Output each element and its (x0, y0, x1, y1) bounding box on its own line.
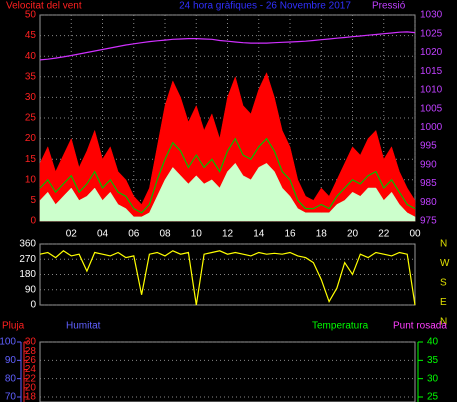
rain-tick-label: 18 (25, 392, 37, 402)
y-tick-label: 20 (25, 133, 37, 144)
y2-tick-label: 1025 (420, 28, 443, 39)
y2-tick-label: W (440, 258, 450, 269)
y2-tick-label: 1020 (420, 47, 443, 58)
y2-tick-label: 995 (420, 141, 437, 152)
y-tick-label: 45 (25, 30, 37, 41)
y2-tick-label: 40 (427, 337, 439, 348)
y2-tick-label: 990 (420, 159, 437, 170)
y-tick-label: 100 (0, 337, 16, 348)
x-tick-label: 22 (378, 229, 390, 240)
x-tick-label: 04 (97, 229, 109, 240)
legend-label: Humitat (66, 321, 101, 332)
rain-tick-label: 22 (25, 373, 37, 384)
legend-label: Pluja (2, 321, 25, 332)
y-tick-label: 70 (5, 392, 17, 402)
rain-tick-label: 30 (25, 337, 37, 348)
x-tick-label: 18 (316, 229, 328, 240)
y-tick-label: 30 (25, 92, 37, 103)
legend-label: Punt rosada (393, 321, 447, 332)
y-tick-label: 360 (19, 239, 36, 250)
chart-title: 24 hora gràfiques - 26 Novembre 2017 (179, 1, 351, 12)
y-axis-title: Velocitat del vent (6, 1, 82, 12)
y2-tick-label: 35 (427, 355, 439, 366)
area (39, 162, 416, 222)
x-tick-label: 16 (284, 229, 296, 240)
line (39, 31, 416, 61)
y-tick-label: 270 (19, 254, 36, 265)
y2-tick-label: 1015 (420, 66, 443, 77)
y2-tick-label: 1000 (420, 122, 443, 133)
x-tick-label: 08 (159, 229, 171, 240)
y2-tick-label: 985 (420, 178, 437, 189)
y2-tick-label: N (440, 239, 447, 250)
y-tick-label: 0 (30, 216, 36, 227)
y-tick-label: 80 (5, 373, 17, 384)
y2-tick-label: 980 (420, 197, 437, 208)
x-tick-label: 00 (409, 229, 421, 240)
line (39, 250, 416, 306)
y-tick-label: 0 (30, 300, 36, 311)
y-tick-label: 50 (25, 10, 37, 21)
x-tick-label: 10 (191, 229, 203, 240)
x-tick-label: 14 (253, 229, 265, 240)
y-tick-label: 90 (5, 355, 17, 366)
y-tick-label: 5 (30, 195, 36, 206)
y2-tick-label: 1030 (420, 10, 443, 21)
y2-tick-label: E (440, 297, 447, 308)
x-tick-label: 02 (66, 229, 78, 240)
x-tick-label: 12 (222, 229, 234, 240)
y2-tick-label: 30 (427, 373, 439, 384)
y2-tick-label: 975 (420, 216, 437, 227)
x-tick-label: 20 (347, 229, 359, 240)
y-tick-label: 15 (25, 154, 37, 165)
area (39, 72, 416, 222)
y2-tick-label: N (440, 317, 447, 328)
x-tick-label: 06 (128, 229, 140, 240)
y2-tick-label: 25 (427, 392, 439, 402)
legend-label: Temperatura (312, 321, 369, 332)
y-tick-label: 35 (25, 71, 37, 82)
rain-tick-label: 26 (25, 355, 37, 366)
line (39, 137, 416, 214)
y2-tick-label: S (440, 278, 447, 289)
plot-frame (39, 341, 416, 402)
y2-axis-title: Pressió (372, 1, 406, 12)
y-tick-label: 90 (25, 284, 37, 295)
y-tick-label: 40 (25, 51, 37, 62)
y2-tick-label: 1005 (420, 103, 443, 114)
y2-tick-label: 1010 (420, 85, 443, 96)
rain-tick-label: 24 (25, 364, 37, 375)
y-tick-label: 10 (25, 174, 37, 185)
rain-tick-label: 20 (25, 382, 37, 393)
rain-tick-label: 28 (25, 346, 37, 357)
y-tick-label: 180 (19, 269, 36, 280)
y-tick-label: 25 (25, 113, 37, 124)
